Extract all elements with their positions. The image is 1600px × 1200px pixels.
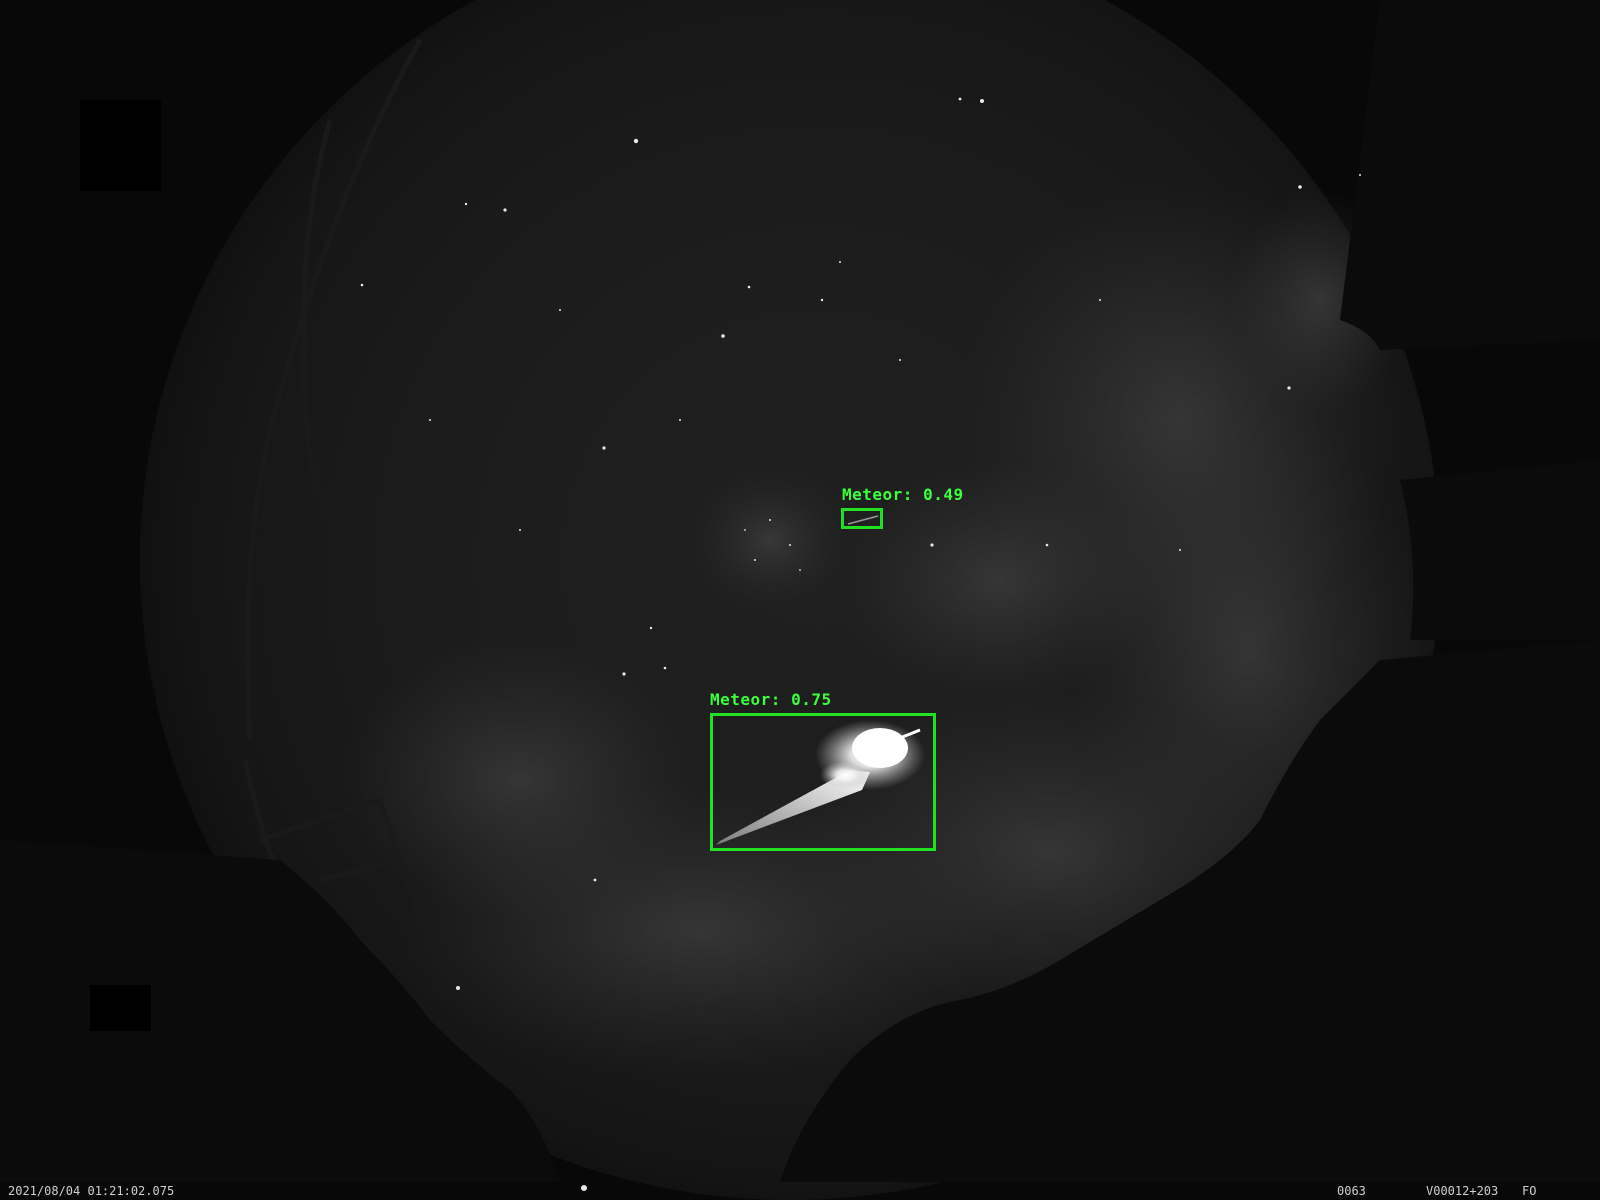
camera-overlay-bar: 2021/08/04 01:21:02.075 0063 V00012+203 …: [0, 1182, 1600, 1200]
meteor-detection-box-small: [841, 508, 883, 529]
star-cluster-haze: [690, 470, 850, 610]
overlay-camera-code: V00012+203: [1426, 1182, 1498, 1200]
privacy-mask-top-left: [80, 100, 161, 191]
overlay-flag: FO: [1522, 1182, 1536, 1200]
privacy-mask-bottom-left: [90, 985, 151, 1031]
overlay-frame-number: 0063: [1337, 1182, 1366, 1200]
overlay-timestamp: 2021/08/04 01:21:02.075: [8, 1182, 174, 1200]
meteor-detection-box-large: [710, 713, 936, 851]
meteor-detection-label-small: Meteor: 0.49: [842, 486, 964, 504]
meteor-detection-label-large: Meteor: 0.75: [710, 691, 832, 709]
